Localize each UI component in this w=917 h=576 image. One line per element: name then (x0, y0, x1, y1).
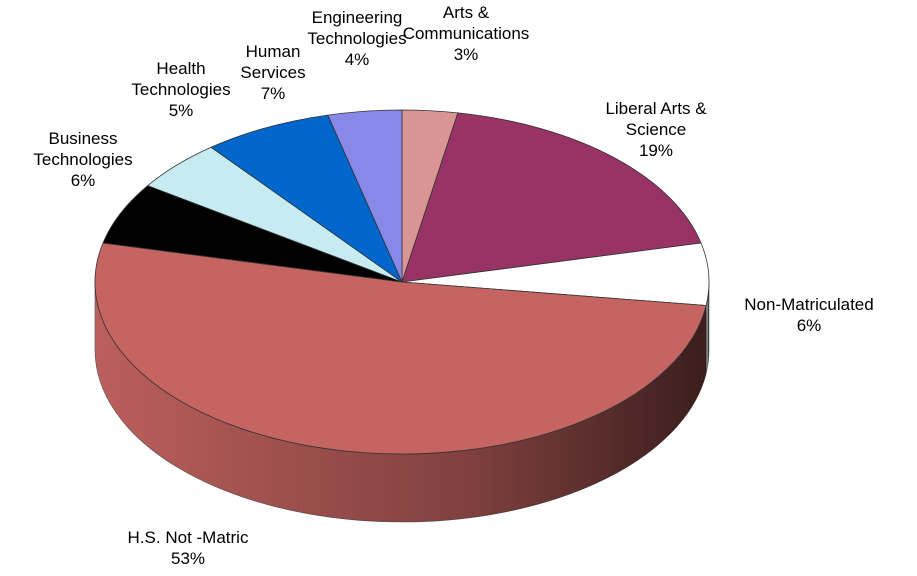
label-percent: 19% (638, 141, 674, 160)
slice-engineering-technologies (327, 109, 403, 283)
label-percent: 4% (344, 50, 370, 69)
slice-h-s-not-matric (94, 242, 707, 455)
label-human-services: Human Services 7% (240, 41, 305, 104)
label-line: Communications (402, 24, 530, 43)
label-line: Technologies (131, 80, 231, 99)
slice-human-services (210, 114, 403, 284)
label-line: Liberal Arts & (605, 99, 707, 118)
label-line: Services (240, 63, 306, 82)
label-line: Human (245, 42, 301, 61)
label-business-technologies: Business Technologies 6% (33, 128, 132, 191)
label-line: Business (48, 129, 118, 148)
label-line: Non-Matriculated (744, 295, 874, 314)
label-percent: 6% (70, 171, 96, 190)
label-arts-communications: Arts & Communications 3% (403, 2, 530, 65)
label-line: Science (625, 120, 687, 139)
label-line: Health (156, 59, 206, 78)
label-non-matriculated: Non-Matriculated 6% (744, 294, 873, 336)
label-percent: 7% (260, 84, 286, 103)
label-percent: 6% (796, 316, 822, 335)
label-percent: 5% (168, 101, 194, 120)
label-percent: 53% (170, 549, 206, 568)
label-line: Technologies (307, 29, 407, 48)
slice-side-shade-h-s-not-matric (95, 282, 707, 522)
label-health-technologies: Health Technologies 5% (131, 58, 230, 121)
slice-liberal-arts-science (401, 112, 702, 283)
slice-side-shade-non-matriculated (706, 282, 709, 374)
label-line: Technologies (33, 150, 133, 169)
label-line: Arts & (442, 3, 490, 22)
label-liberal-arts-science: Liberal Arts & Science 19% (605, 98, 706, 161)
label-line: Engineering (311, 8, 403, 27)
label-line: H.S. Not -Matric (127, 528, 249, 547)
label-engineering-technologies: Engineering Technologies 4% (307, 7, 406, 70)
label-percent: 3% (453, 45, 479, 64)
pie-tops (94, 109, 710, 455)
label-h-s-not-matric: H.S. Not -Matric 53% (128, 527, 249, 569)
